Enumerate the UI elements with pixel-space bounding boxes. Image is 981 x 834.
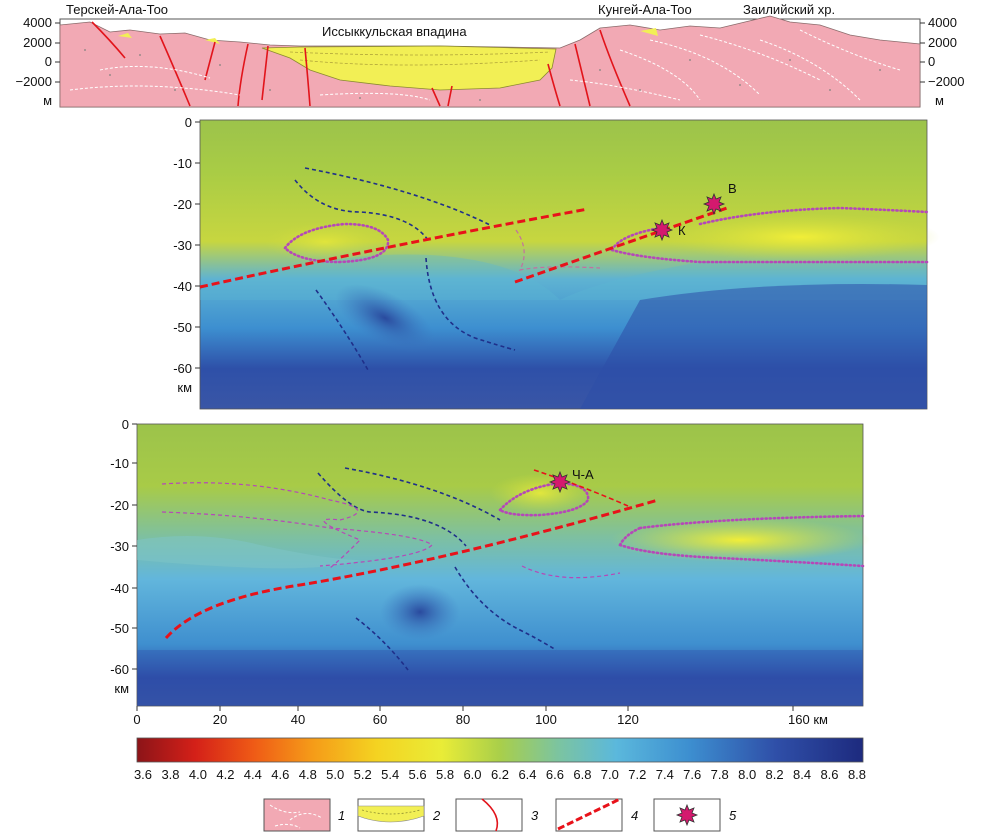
left-tick-0: 0 [45,54,52,69]
legend: 1 2 3 4 5 [263,797,737,832]
colorbar-tick: 8.4 [793,767,811,782]
s1-depth-10: -10 [173,156,192,171]
left-unit: м [43,93,52,108]
geologic-profile: 4000 2000 0 −2000 м 4000 2000 0 −2000 м … [15,2,964,108]
right-tick-minus2000: −2000 [928,74,965,89]
s2-depth-20: -20 [110,498,129,513]
colorbar-tick: 5.8 [436,767,454,782]
right-tick-4000: 4000 [928,15,957,30]
earthquake-star-icon [548,470,572,494]
granite-icon [263,798,331,832]
label-kungey: Кунгей-Ала-Тоо [598,2,692,17]
legend-num-5: 5 [729,808,737,823]
s1-depth-50: -50 [173,320,192,335]
s2-depth-50: -50 [110,621,129,636]
left-tick-2000: 2000 [23,35,52,50]
x-tick-120: 120 [617,712,639,727]
colorbar-tick: 4.0 [189,767,207,782]
earthquake-star-icon [702,192,726,216]
colorbar-tick: 7.8 [711,767,729,782]
x-tick-100: 100 [535,712,557,727]
colorbar-tick: 5.2 [354,767,372,782]
legend-num-1: 1 [338,808,345,823]
colorbar: 3.6 3.8 4.0 4.2 4.4 4.6 4.8 5.0 5.2 5.4 5.6 5.8 6.0 6… [134,737,866,782]
colorbar-tick: 8.0 [738,767,756,782]
x-tick-20: 20 [213,712,227,727]
colorbar-tick: 6.6 [546,767,564,782]
legend-num-2: 2 [432,808,441,823]
colorbar-tick: 5.0 [326,767,344,782]
colorbar-tick: 8.6 [820,767,838,782]
x-tick-40: 40 [291,712,305,727]
earthquake-star-icon [653,798,721,832]
s1-depth-60: -60 [173,361,192,376]
x-tick-160: 160 км [788,712,828,727]
colorbar-tick: 7.0 [601,767,619,782]
s1-depth-unit: км [177,380,192,395]
colorbar-tick: 6.4 [518,767,536,782]
colorbar-tick: 4.2 [216,767,234,782]
colorbar-tick: 6.0 [463,767,481,782]
colorbar-tick: 5.4 [381,767,399,782]
right-unit: м [935,93,944,108]
colorbar-tick: 6.2 [491,767,509,782]
s2-depth-40: -40 [110,581,129,596]
s1-depth-20: -20 [173,197,192,212]
s2-depth-60: -60 [110,662,129,677]
s2-depth-30: -30 [110,539,129,554]
colorbar-tick: 8.2 [766,767,784,782]
sediment-icon [357,798,425,832]
s2-depth-10: -10 [110,456,129,471]
colorbar-tick: 7.6 [683,767,701,782]
colorbar-tick: 7.2 [628,767,646,782]
colorbar-tick: 6.8 [573,767,591,782]
right-tick-0: 0 [928,54,935,69]
label-issyk-kul-basin: Иссыккульская впадина [322,24,467,39]
label-terskey: Терскей-Ала-Тоо [66,2,168,17]
legend-num-4: 4 [631,808,638,823]
x-tick-80: 80 [456,712,470,727]
right-tick-2000: 2000 [928,35,957,50]
fault-icon [455,798,523,832]
colorbar-tick: 7.4 [656,767,674,782]
earthquake-star-icon [650,218,674,242]
s2-depth-unit: км [114,681,129,696]
legend-num-3: 3 [531,808,539,823]
left-tick-minus2000: −2000 [15,74,52,89]
colorbar-tick: 5.6 [409,767,427,782]
colorbar-tick: 3.6 [134,767,152,782]
colorbar-tick: 8.8 [848,767,866,782]
colorbar-tick: 4.8 [299,767,317,782]
left-tick-4000: 4000 [23,15,52,30]
sediment-basin [261,45,557,91]
dashed-boundary-icon [555,797,623,832]
label-zailiy: Заилийский хр. [743,2,835,17]
colorbar-tick: 4.6 [271,767,289,782]
s2-depth-0: 0 [122,417,129,432]
s1-depth-40: -40 [173,279,192,294]
marker-label-ch-a: Ч-А [572,467,594,482]
colorbar-tick: 4.4 [244,767,262,782]
velocity-section-2: Ч-А 0 -10 -20 -30 -40 -50 -60 км 0 20 40… [110,417,870,727]
velocity-section-1: В К 0 -10 -20 -30 -40 -50 -60 км [173,115,940,410]
marker-label-v: В [728,181,737,196]
s1-depth-0: 0 [185,115,192,130]
colorbar-tick-labels: 3.6 3.8 4.0 4.2 4.4 4.6 4.8 5.0 5.2 5.4 5.6 5.8 6.0 6… [134,767,866,782]
colorbar-tick: 3.8 [161,767,179,782]
x-tick-60: 60 [373,712,387,727]
x-tick-0: 0 [133,712,140,727]
marker-label-k: К [678,223,686,238]
s1-depth-30: -30 [173,238,192,253]
